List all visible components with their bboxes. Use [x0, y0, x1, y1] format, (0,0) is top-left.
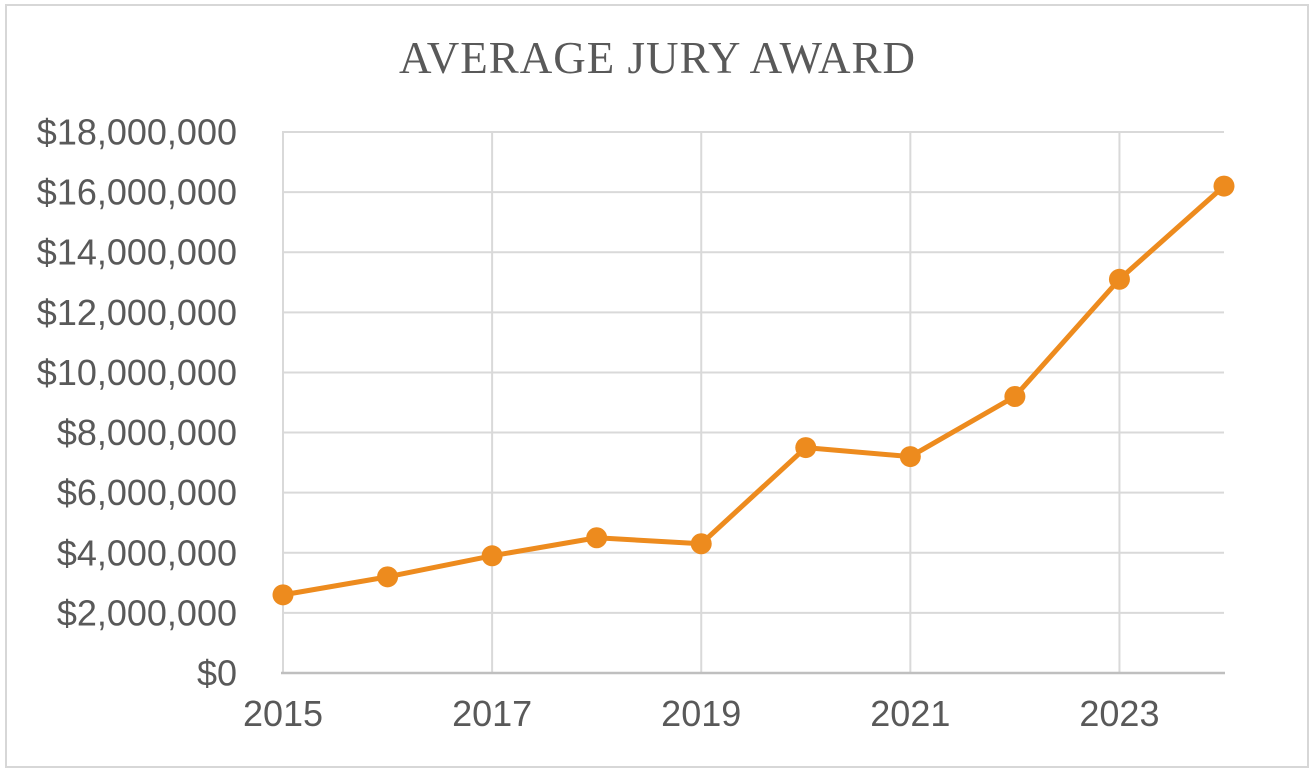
y-tick-label: $8,000,000 — [57, 412, 237, 453]
chart-title: AVERAGE JURY AWARD — [399, 33, 916, 83]
data-point-marker — [377, 566, 399, 588]
y-tick-label: $0 — [197, 653, 237, 694]
y-tick-label: $6,000,000 — [57, 472, 237, 513]
x-tick-label: 2023 — [1079, 693, 1159, 734]
gridlines-horizontal-group — [282, 131, 1224, 614]
y-tick-label: $10,000,000 — [37, 352, 237, 393]
gridlines-vertical-group — [282, 132, 1121, 673]
x-tick-label: 2015 — [243, 693, 323, 734]
x-tick-labels-group: 2015 2017 2019 2021 2023 — [243, 693, 1160, 734]
data-point-marker — [690, 533, 712, 555]
data-point-marker — [795, 437, 817, 459]
data-point-marker — [1213, 175, 1235, 197]
y-tick-label: $2,000,000 — [57, 592, 237, 633]
data-point-markers-group — [272, 175, 1235, 606]
series-line-group — [280, 183, 1227, 598]
x-tick-label: 2021 — [870, 693, 950, 734]
data-point-marker — [272, 584, 294, 606]
data-point-marker — [481, 545, 503, 567]
x-tick-label: 2017 — [452, 693, 532, 734]
y-tick-label: $12,000,000 — [37, 292, 237, 333]
data-point-marker — [1004, 385, 1026, 407]
y-tick-label: $16,000,000 — [37, 172, 237, 213]
data-point-marker — [586, 527, 608, 549]
y-tick-labels-group: $0 $2,000,000 $4,000,000 $6,000,000 $8,000,0… — [37, 112, 237, 694]
y-tick-label: $14,000,000 — [37, 232, 237, 273]
series-line — [280, 183, 1227, 598]
y-tick-label: $18,000,000 — [37, 112, 237, 153]
x-tick-label: 2019 — [661, 693, 741, 734]
y-tick-label: $4,000,000 — [57, 532, 237, 573]
data-point-marker — [1108, 268, 1130, 290]
data-point-marker — [899, 446, 921, 468]
